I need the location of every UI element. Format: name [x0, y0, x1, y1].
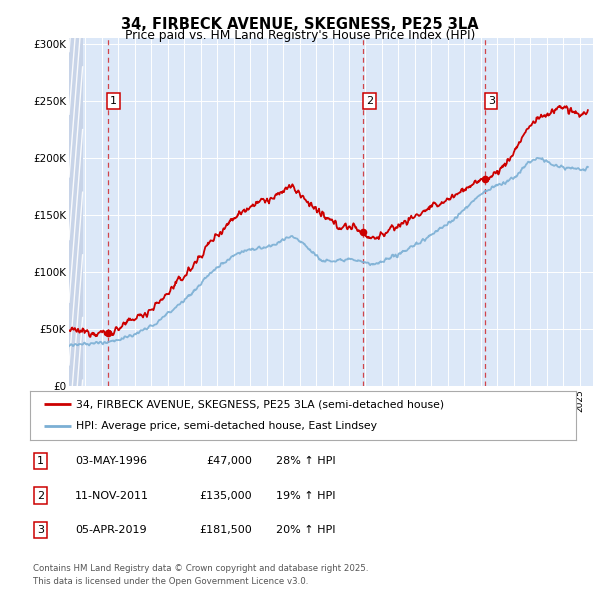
Text: £135,000: £135,000	[199, 491, 252, 500]
Text: Contains HM Land Registry data © Crown copyright and database right 2025.
This d: Contains HM Land Registry data © Crown c…	[33, 565, 368, 586]
Text: Price paid vs. HM Land Registry's House Price Index (HPI): Price paid vs. HM Land Registry's House …	[125, 30, 475, 42]
Text: £181,500: £181,500	[199, 525, 252, 535]
Text: 19% ↑ HPI: 19% ↑ HPI	[276, 491, 335, 500]
Text: 03-MAY-1996: 03-MAY-1996	[75, 457, 147, 466]
Text: 34, FIRBECK AVENUE, SKEGNESS, PE25 3LA (semi-detached house): 34, FIRBECK AVENUE, SKEGNESS, PE25 3LA (…	[76, 399, 445, 409]
Text: 28% ↑ HPI: 28% ↑ HPI	[276, 457, 335, 466]
Text: 1: 1	[37, 457, 44, 466]
Text: 11-NOV-2011: 11-NOV-2011	[75, 491, 149, 500]
Text: 3: 3	[37, 525, 44, 535]
Text: 2: 2	[365, 96, 373, 106]
Text: 1: 1	[110, 96, 117, 106]
Text: HPI: Average price, semi-detached house, East Lindsey: HPI: Average price, semi-detached house,…	[76, 421, 377, 431]
Text: 34, FIRBECK AVENUE, SKEGNESS, PE25 3LA: 34, FIRBECK AVENUE, SKEGNESS, PE25 3LA	[121, 17, 479, 31]
Text: 20% ↑ HPI: 20% ↑ HPI	[276, 525, 335, 535]
Text: 2: 2	[37, 491, 44, 500]
Text: 05-APR-2019: 05-APR-2019	[75, 525, 146, 535]
Bar	[69, 38, 83, 386]
Text: 3: 3	[488, 96, 495, 106]
Text: £47,000: £47,000	[206, 457, 252, 466]
